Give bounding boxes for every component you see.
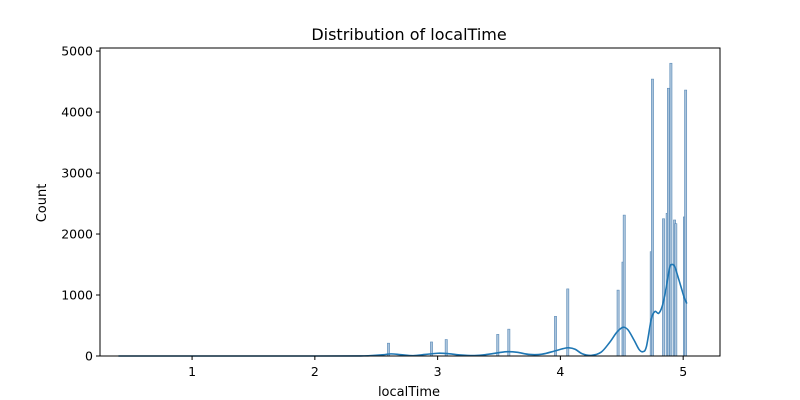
histogram-bar-14 (667, 87, 670, 357)
histogram-bar-9 (622, 214, 626, 357)
plot-frame (99, 47, 721, 357)
histogram-bar-15 (669, 62, 673, 357)
y-tick-label: 4000 (61, 105, 93, 120)
histogram-bar-6 (566, 288, 570, 357)
x-tick-label: 5 (679, 364, 687, 379)
kde-layer (118, 263, 688, 357)
histogram-bar-19 (684, 89, 688, 357)
histogram-bar-7 (616, 289, 620, 357)
x-tick-label: 1 (188, 364, 196, 379)
x-axis-label: localTime (378, 385, 440, 400)
kde-line (118, 263, 688, 357)
chart-title: Distribution of localTime (311, 25, 506, 44)
x-tick-label: 4 (556, 364, 564, 379)
histogram-bar-17 (674, 223, 678, 357)
axes: 1 2 3 4 5 0 1000 2000 3000 4000 5000 (61, 44, 721, 379)
y-axis-label: Count (35, 184, 50, 223)
y-tick-label: 5000 (61, 44, 93, 59)
x-tick-label: 3 (434, 364, 442, 379)
histogram-bar-12 (662, 218, 665, 357)
y-tick-label: 0 (85, 349, 93, 364)
histogram-bars (387, 62, 688, 357)
x-tick-label: 2 (311, 364, 319, 379)
y-tick-label: 2000 (61, 227, 93, 242)
y-tick-label: 1000 (61, 288, 93, 303)
y-tick-label: 3000 (61, 166, 93, 181)
